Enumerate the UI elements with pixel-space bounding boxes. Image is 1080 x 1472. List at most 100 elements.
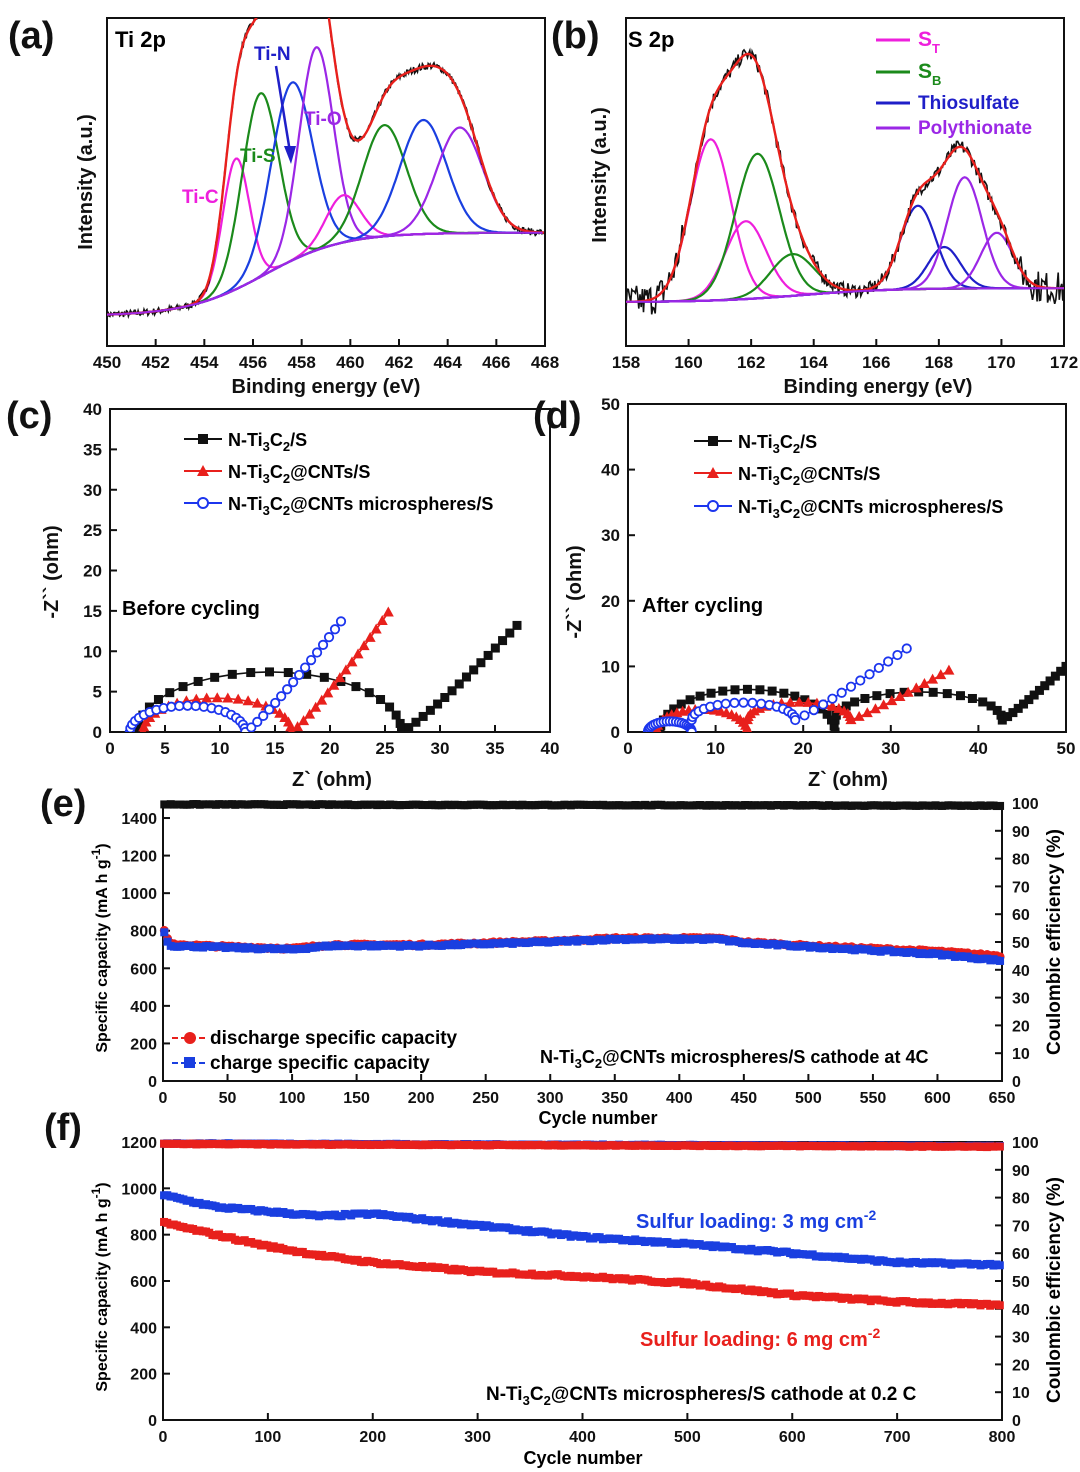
c-series-1-point	[358, 640, 370, 651]
a-xtick-label: 462	[385, 353, 413, 372]
legend-d-label-3: N-Ti3C2@CNTs microspheres/S	[738, 497, 1003, 521]
panel-b-y-axis-label: Intensity (a.u.)	[589, 107, 611, 243]
panel-f-label-3mg: Sulfur loading: 3 mg cm-2	[636, 1207, 876, 1233]
c-series-2-point	[311, 647, 323, 658]
c-series-1-point	[382, 606, 394, 617]
c-series-0-point	[265, 667, 274, 677]
e-y2tick-label: 90	[1012, 824, 1030, 841]
d-series-0-point	[790, 691, 800, 701]
panel-label-f: (f)	[44, 1107, 82, 1149]
c-series-0-point	[133, 727, 142, 732]
c-series-0-point	[425, 705, 435, 715]
c-series-0-point	[440, 692, 450, 702]
d-series-1-point	[902, 686, 914, 697]
panel-d-legend: N-Ti3C2/S N-Ti3C2@CNTs/S N-Ti3C2@CNTs mi…	[694, 432, 1003, 521]
d-series-0-point	[978, 697, 988, 707]
f-ytick-label: 800	[130, 1228, 157, 1245]
panel-f-y-axis-label: Specific capacity (mA h g-1)	[89, 1182, 111, 1391]
f-ytick-label: 200	[130, 1367, 157, 1384]
c-series-0-point	[227, 669, 237, 679]
d-series-0-point	[829, 721, 839, 731]
e-xtick-label: 150	[343, 1090, 370, 1107]
b-component-peak-2	[626, 152, 1063, 303]
c-series-1-point	[364, 631, 376, 642]
d-series-0-point	[899, 687, 909, 697]
f-y2tick-label: 0	[1012, 1413, 1021, 1430]
f-xtick-label: 100	[255, 1429, 282, 1446]
c-ytick-label: 0	[93, 723, 102, 742]
d-series-0-point	[841, 701, 851, 711]
d-ytick-label: 30	[601, 526, 620, 545]
d-series-1-point	[869, 703, 881, 714]
f-series-1	[160, 1217, 1004, 1310]
e-xtick-label: 50	[219, 1090, 237, 1107]
d-series-0-point	[1040, 681, 1050, 691]
c-series-2-point	[190, 700, 201, 712]
panel-f-y2-axis-label: Coulombic efficiency (%)	[1044, 1177, 1065, 1403]
c-series-0-point	[246, 668, 256, 678]
panel-b-legend: ST SB Thiosulfate Polythionate	[876, 28, 1032, 139]
c-series-2-point	[305, 655, 317, 666]
legend-c-marker-square	[198, 434, 208, 444]
c-series-1-point	[310, 701, 322, 712]
a-xtick-label: 450	[93, 353, 121, 372]
panel-a-title: Ti 2p	[115, 27, 166, 52]
d-series-0-point	[669, 704, 679, 714]
a-xtick-label: 460	[336, 353, 364, 372]
c-series-2-point	[276, 691, 287, 702]
e-series-1-point	[996, 956, 1005, 965]
d-series-0-point	[685, 695, 695, 705]
panel-d-annotation: After cycling	[642, 595, 763, 617]
b-xtick-label: 166	[862, 353, 890, 372]
f-xtick-label: 800	[989, 1429, 1016, 1446]
e-xtick-label: 200	[408, 1090, 435, 1107]
d-series-0-point	[830, 727, 840, 732]
d-series-1-point	[793, 696, 805, 707]
c-series-0-point	[411, 717, 421, 727]
c-series-0-point	[391, 710, 401, 720]
legend-c-label-3: N-Ti3C2@CNTs microspheres/S	[228, 494, 493, 518]
e-xtick-label: 400	[666, 1090, 693, 1107]
d-series-2-point	[845, 681, 857, 692]
e-ytick-label: 1200	[121, 849, 157, 866]
panel-f-cycling-02c: Cycle number Specific capacity (mA h g-1…	[89, 1135, 1065, 1468]
panel-label-a: (a)	[8, 15, 54, 57]
d-series-1-point	[744, 726, 751, 732]
c-series-0-point	[418, 711, 428, 721]
panel-e-y-axis-label: Specific capacity (mA h g-1)	[89, 843, 111, 1052]
b-component-peak-0	[626, 138, 1063, 303]
panel-d-y-axis-label: -Z`` (ohm)	[564, 545, 586, 638]
f-xtick-label: 200	[359, 1429, 386, 1446]
c-xtick-label: 5	[160, 739, 169, 758]
panel-c-x-axis-label: Z` (ohm)	[292, 769, 372, 791]
c-series-0-point	[178, 682, 188, 692]
d-series-1-point	[886, 695, 898, 706]
d-xtick-label: 30	[881, 739, 900, 758]
e-series-2	[160, 800, 1005, 811]
d-series-0-point	[986, 701, 996, 711]
d-series-0-point	[942, 689, 952, 699]
c-xtick-label: 25	[376, 739, 395, 758]
c-series-0-point	[447, 686, 457, 696]
d-series-2-point	[892, 649, 903, 661]
c-xtick-label: 40	[541, 739, 560, 758]
panel-b-xps-s2p: S 2p Binding energy (eV) Intensity (a.u.…	[589, 17, 1078, 398]
c-series-1-point	[298, 715, 310, 726]
c-series-1-point	[201, 692, 213, 703]
a-xtick-label: 468	[531, 353, 559, 372]
panel-d-x-axis-label: Z` (ohm)	[808, 769, 888, 791]
d-series-2-point	[883, 656, 894, 667]
c-series-2-point	[258, 710, 269, 721]
d-series-0-point	[718, 686, 728, 696]
b-xtick-label: 158	[612, 353, 640, 372]
d-series-0-point	[955, 691, 965, 701]
c-series-1-point	[316, 694, 328, 705]
c-series-0-point	[283, 668, 293, 678]
f-y2tick-label: 10	[1012, 1385, 1030, 1402]
c-ytick-label: 25	[83, 521, 102, 540]
legend-c-label-2: N-Ti3C2@CNTs/S	[228, 462, 370, 486]
c-series-1-point	[232, 693, 244, 704]
c-series-1-point	[352, 648, 364, 659]
c-series-0-point	[351, 682, 361, 692]
peak-label-ti-o: Ti-O	[304, 109, 342, 130]
